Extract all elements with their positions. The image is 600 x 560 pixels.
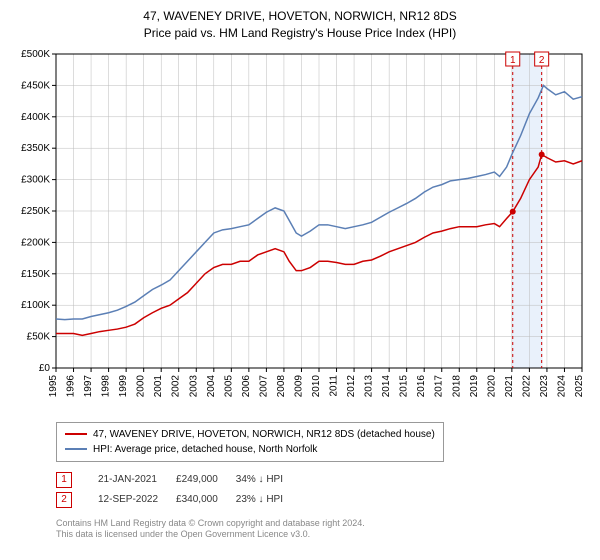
svg-text:2023: 2023 [539, 374, 550, 397]
event-date: 12-SEP-2022 [98, 490, 176, 510]
title-line1: 47, WAVENEY DRIVE, HOVETON, NORWICH, NR1… [8, 8, 592, 25]
svg-text:2: 2 [539, 55, 545, 66]
event-row: 1 21-JAN-2021£249,00034% ↓ HPI [56, 470, 301, 490]
event-price: £249,000 [176, 470, 236, 490]
chart-title: 47, WAVENEY DRIVE, HOVETON, NORWICH, NR1… [8, 8, 592, 42]
legend-item: 47, WAVENEY DRIVE, HOVETON, NORWICH, NR1… [65, 427, 435, 442]
svg-text:£100K: £100K [21, 300, 50, 311]
svg-text:2005: 2005 [223, 374, 234, 397]
legend-label: HPI: Average price, detached house, Nort… [93, 442, 317, 457]
svg-text:2022: 2022 [521, 374, 532, 397]
event-date: 21-JAN-2021 [98, 470, 176, 490]
svg-text:2011: 2011 [329, 374, 340, 396]
svg-text:£300K: £300K [21, 174, 50, 185]
svg-text:2009: 2009 [293, 374, 304, 397]
footer-line1: Contains HM Land Registry data © Crown c… [56, 518, 592, 530]
legend-swatch [65, 433, 87, 435]
event-badge: 1 [56, 472, 72, 488]
svg-text:£0: £0 [39, 363, 51, 374]
svg-text:2021: 2021 [504, 374, 515, 397]
svg-text:2007: 2007 [258, 374, 269, 397]
svg-text:2025: 2025 [574, 374, 585, 397]
svg-text:2019: 2019 [469, 374, 480, 397]
event-row: 2 12-SEP-2022£340,00023% ↓ HPI [56, 490, 301, 510]
svg-text:£250K: £250K [21, 206, 50, 217]
event-delta: 34% ↓ HPI [236, 470, 301, 490]
svg-text:1997: 1997 [83, 374, 94, 397]
svg-text:£450K: £450K [21, 80, 50, 91]
svg-text:2016: 2016 [416, 374, 427, 397]
footer-line2: This data is licensed under the Open Gov… [56, 529, 592, 541]
svg-text:2017: 2017 [434, 374, 445, 397]
svg-text:2018: 2018 [451, 374, 462, 397]
svg-text:2024: 2024 [556, 374, 567, 397]
legend-label: 47, WAVENEY DRIVE, HOVETON, NORWICH, NR1… [93, 427, 435, 442]
legend: 47, WAVENEY DRIVE, HOVETON, NORWICH, NR1… [56, 422, 444, 462]
svg-text:£400K: £400K [21, 111, 50, 122]
svg-text:2013: 2013 [364, 374, 375, 397]
events-table: 1 21-JAN-2021£249,00034% ↓ HPI 2 12-SEP-202… [56, 470, 592, 510]
svg-text:2006: 2006 [241, 374, 252, 397]
svg-text:2002: 2002 [171, 374, 182, 397]
event-price: £340,000 [176, 490, 236, 510]
svg-text:2000: 2000 [136, 374, 147, 397]
svg-text:1999: 1999 [118, 374, 129, 397]
svg-text:£500K: £500K [21, 49, 50, 60]
svg-text:£50K: £50K [27, 331, 51, 342]
svg-text:1995: 1995 [48, 374, 59, 397]
legend-item: HPI: Average price, detached house, Nort… [65, 442, 435, 457]
svg-text:1996: 1996 [66, 374, 77, 397]
svg-text:£200K: £200K [21, 237, 50, 248]
chart-container: £0 £50K £100K £150K £200K £250K £300K £350K £400… [8, 46, 592, 416]
title-line2: Price paid vs. HM Land Registry's House … [8, 25, 592, 42]
event-delta: 23% ↓ HPI [236, 490, 301, 510]
svg-text:2004: 2004 [206, 374, 217, 397]
svg-text:2001: 2001 [153, 374, 164, 397]
svg-text:2015: 2015 [399, 374, 410, 397]
svg-text:1998: 1998 [101, 374, 112, 397]
svg-text:2020: 2020 [486, 374, 497, 397]
svg-text:2010: 2010 [311, 374, 322, 397]
footer-note: Contains HM Land Registry data © Crown c… [56, 518, 592, 541]
svg-text:2012: 2012 [346, 374, 357, 397]
svg-text:£150K: £150K [21, 268, 50, 279]
svg-text:2003: 2003 [188, 374, 199, 397]
legend-swatch [65, 448, 87, 450]
svg-text:1: 1 [510, 55, 516, 66]
svg-text:2008: 2008 [276, 374, 287, 397]
price-chart: £0 £50K £100K £150K £200K £250K £300K £350K £400… [8, 46, 592, 416]
svg-text:2014: 2014 [381, 374, 392, 397]
event-badge: 2 [56, 492, 72, 508]
svg-text:£350K: £350K [21, 143, 50, 154]
